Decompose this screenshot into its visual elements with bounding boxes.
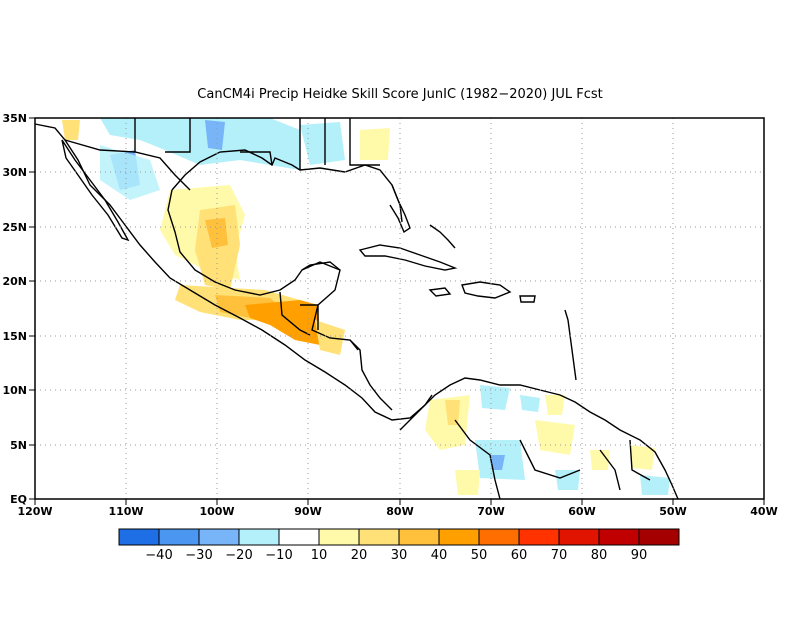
shade-sa-yellow-6 <box>630 445 655 470</box>
coastlines <box>34 118 679 500</box>
colorbar-swatch <box>638 528 680 546</box>
shade-north-blue-dark <box>205 120 225 150</box>
x-tick-label: 70W <box>477 505 504 518</box>
colorbar-tick-label: 20 <box>351 548 368 563</box>
y-tick-label: 15N <box>2 330 27 343</box>
shade-mexico-central <box>195 205 240 290</box>
x-tick-label: 80W <box>386 505 413 518</box>
graticule <box>35 118 764 499</box>
shade-texas-yellow <box>360 128 390 160</box>
x-tick-label: 90W <box>294 505 321 518</box>
shade-sa-blue-5 <box>640 475 670 495</box>
y-tick-label: EQ <box>10 493 27 506</box>
y-tick-label: 5N <box>10 439 27 452</box>
axis-ticks <box>29 117 765 505</box>
colorbar-swatch <box>318 528 360 546</box>
shade-sa-blue-6 <box>520 395 540 412</box>
x-axis-labels: 120W 110W 100W 90W 80W 70W 60W 50W 40W <box>17 505 777 518</box>
colorbar-swatch <box>438 528 480 546</box>
colorbar-tick-label: 10 <box>311 548 328 563</box>
x-tick-label: 50W <box>659 505 686 518</box>
y-tick-label: 20N <box>2 275 27 288</box>
shade-north-blue <box>100 118 300 170</box>
colorbar <box>118 528 680 546</box>
x-tick-label: 120W <box>17 505 52 518</box>
shade-baja-yellow <box>62 120 80 140</box>
colorbar-swatch <box>518 528 560 546</box>
colorbar-swatch <box>278 528 320 546</box>
colorbar-swatch <box>478 528 520 546</box>
shade-sa-blue-4 <box>555 470 580 490</box>
y-tick-label: 35N <box>2 112 27 125</box>
map-title: CanCM4i Precip Heidke Skill Score JunIC … <box>197 87 602 102</box>
colorbar-tick-label: −10 <box>265 548 292 563</box>
shade-sa-blue-1 <box>480 385 510 410</box>
colorbar-swatch <box>198 528 240 546</box>
colorbar-tick-label: −40 <box>145 548 172 563</box>
skill-shading <box>62 118 670 495</box>
shade-sa-yellow-3 <box>545 395 565 415</box>
y-axis-labels: EQ 5N 10N 15N 20N 25N 30N 35N <box>2 112 27 506</box>
colorbar-tick-label: 30 <box>391 548 408 563</box>
x-tick-label: 40W <box>750 505 777 518</box>
colorbar-swatch <box>158 528 200 546</box>
shade-sa-yellow-5 <box>590 450 610 470</box>
shade-sa-yellow-2 <box>535 420 575 455</box>
y-tick-label: 25N <box>2 221 27 234</box>
colorbar-tick-label: 50 <box>471 548 488 563</box>
shade-sa-blue-3 <box>490 455 505 470</box>
shade-sa-yellow-4 <box>455 470 480 495</box>
colorbar-tick-label: 80 <box>591 548 608 563</box>
colorbar-swatch <box>558 528 600 546</box>
y-tick-label: 30N <box>2 166 27 179</box>
colorbar-tick-label: −30 <box>185 548 212 563</box>
map-area <box>34 117 765 500</box>
colorbar-labels: −40 −30 −20 −10 10 20 30 40 50 60 70 80 90 <box>145 548 647 563</box>
colorbar-tick-label: 40 <box>431 548 448 563</box>
colorbar-tick-label: 70 <box>551 548 568 563</box>
shade-us-east-blue <box>300 122 345 165</box>
colorbar-tick-label: 90 <box>631 548 648 563</box>
colorbar-tick-label: 60 <box>511 548 528 563</box>
colorbar-swatch <box>398 528 440 546</box>
shade-guatemala <box>245 300 320 345</box>
colorbar-swatch <box>118 528 160 546</box>
colorbar-swatch <box>358 528 400 546</box>
x-tick-label: 60W <box>568 505 595 518</box>
colorbar-swatch <box>238 528 280 546</box>
colorbar-tick-label: −20 <box>225 548 252 563</box>
shade-sa-orange-1 <box>445 400 460 425</box>
x-tick-label: 100W <box>199 505 234 518</box>
x-tick-label: 110W <box>108 505 143 518</box>
colorbar-swatch <box>598 528 640 546</box>
y-tick-label: 10N <box>2 384 27 397</box>
